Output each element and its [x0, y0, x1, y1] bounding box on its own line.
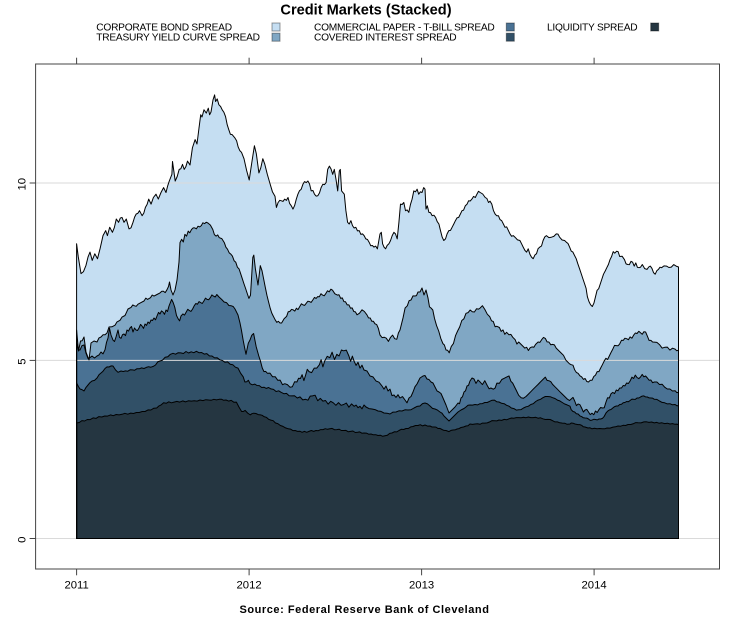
svg-text:2013: 2013 — [409, 579, 434, 591]
svg-text:LIQUIDITY SPREAD: LIQUIDITY SPREAD — [547, 23, 637, 34]
svg-text:0: 0 — [16, 537, 28, 543]
svg-text:5: 5 — [16, 358, 28, 364]
svg-text:COVERED INTEREST SPREAD: COVERED INTEREST SPREAD — [314, 33, 456, 44]
svg-text:2011: 2011 — [64, 579, 88, 591]
svg-text:TREASURY YIELD CURVE SPREAD: TREASURY YIELD CURVE SPREAD — [96, 33, 259, 44]
svg-text:2012: 2012 — [237, 579, 262, 591]
svg-text:2014: 2014 — [582, 579, 607, 591]
svg-text:Source: Federal Reserve Bank o: Source: Federal Reserve Bank of Clevelan… — [240, 604, 490, 616]
svg-text:CORPORATE BOND SPREAD: CORPORATE BOND SPREAD — [96, 23, 232, 34]
svg-text:10: 10 — [16, 178, 28, 191]
svg-text:Credit Markets (Stacked): Credit Markets (Stacked) — [280, 3, 451, 19]
svg-text:COMMERCIAL PAPER - T-BILL SPRE: COMMERCIAL PAPER - T-BILL SPREAD — [314, 23, 495, 34]
